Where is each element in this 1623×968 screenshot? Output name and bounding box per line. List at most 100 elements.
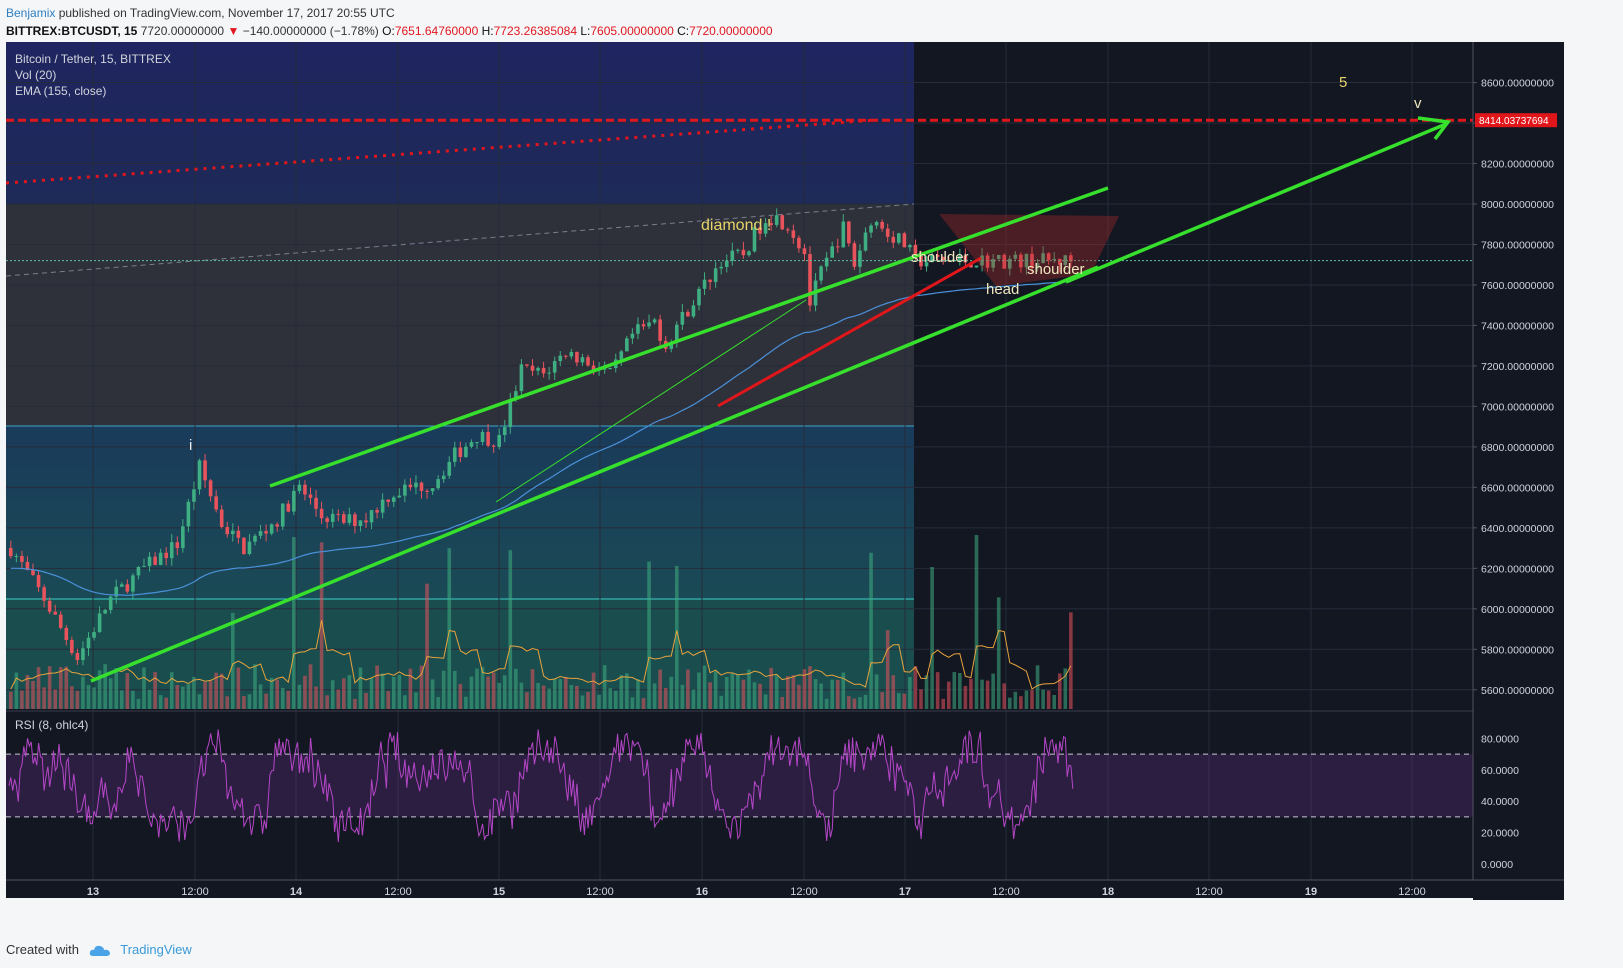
volume-bar bbox=[114, 668, 119, 709]
candle-body bbox=[369, 510, 374, 523]
volume-bar bbox=[181, 686, 185, 709]
candle-body bbox=[897, 233, 901, 243]
candle-body bbox=[397, 495, 402, 498]
time-tick-label: 16 bbox=[696, 886, 708, 898]
candle-body bbox=[280, 503, 285, 527]
candle-body bbox=[453, 447, 457, 462]
candle-body bbox=[835, 246, 840, 248]
volume-bar bbox=[569, 685, 574, 709]
candle-body bbox=[419, 482, 424, 491]
volume-bar bbox=[36, 667, 41, 709]
candle-body bbox=[480, 431, 485, 442]
volume-bar bbox=[1013, 691, 1018, 709]
volume-bar bbox=[847, 696, 851, 709]
price-tick-label: 7600.00000000 bbox=[1481, 280, 1554, 292]
high-label: H: bbox=[481, 24, 494, 38]
volume-bar bbox=[591, 672, 596, 709]
candle-body bbox=[1069, 255, 1073, 262]
volume-bar bbox=[891, 675, 896, 709]
candle-body bbox=[181, 526, 185, 549]
candle-body bbox=[380, 499, 385, 513]
candle-body bbox=[31, 570, 35, 575]
volume-bar bbox=[514, 668, 518, 709]
volume-bar bbox=[364, 692, 368, 709]
candle-body bbox=[935, 254, 940, 257]
candle-body bbox=[441, 475, 446, 480]
candle-body bbox=[131, 575, 135, 592]
candle-body bbox=[941, 256, 945, 261]
candle-body bbox=[824, 257, 829, 267]
candle-body bbox=[430, 488, 435, 492]
price-tick-label: 7800.00000000 bbox=[1481, 239, 1554, 251]
volume-bar bbox=[658, 669, 662, 709]
low-value: 7605.00000000 bbox=[590, 24, 674, 38]
candle-body bbox=[564, 355, 568, 357]
volume-bar bbox=[941, 698, 945, 709]
volume-bar bbox=[125, 673, 130, 709]
price-tick-label: 6000.00000000 bbox=[1481, 604, 1554, 616]
candle-body bbox=[192, 489, 196, 502]
candle-body bbox=[841, 221, 846, 248]
candle-body bbox=[996, 254, 1001, 260]
candle-body bbox=[774, 215, 779, 225]
candle-body bbox=[730, 250, 735, 261]
candle-body bbox=[641, 324, 646, 327]
volume-bar bbox=[636, 679, 640, 709]
volume-bar bbox=[880, 692, 884, 709]
price-tick-label: 6800.00000000 bbox=[1481, 442, 1554, 454]
candle-body bbox=[946, 260, 951, 262]
price-chart[interactable]: diamond ! shoulder head shoulder i 5 v 8600.00… bbox=[6, 42, 1564, 900]
candle-body bbox=[908, 244, 912, 248]
volume-bar bbox=[708, 682, 712, 709]
candle-body bbox=[830, 246, 834, 258]
candle-body bbox=[569, 351, 574, 357]
tradingview-link[interactable]: TradingView bbox=[120, 942, 192, 957]
candle-body bbox=[353, 514, 357, 526]
candle-body bbox=[985, 255, 990, 268]
price-change: −140.00000000 (−1.78%) bbox=[242, 24, 379, 38]
candle-body bbox=[142, 566, 146, 568]
candle-body bbox=[391, 497, 396, 502]
candle-body bbox=[1013, 254, 1018, 259]
volume-bar bbox=[758, 683, 762, 709]
candle-body bbox=[325, 518, 329, 522]
volume-bar bbox=[269, 677, 274, 709]
author-link[interactable]: Benjamix bbox=[6, 6, 56, 20]
price-tick-label: 8200.00000000 bbox=[1481, 159, 1554, 171]
dashed-grey-line bbox=[6, 203, 915, 277]
rsi-tick-label: 60.0000 bbox=[1481, 765, 1519, 777]
volume-bar bbox=[747, 669, 751, 709]
candle-body bbox=[75, 653, 80, 661]
candle-body bbox=[97, 613, 102, 633]
volume-bar bbox=[952, 672, 957, 709]
volume-bar bbox=[197, 694, 202, 709]
volume-bar bbox=[525, 692, 529, 709]
volume-bar bbox=[491, 672, 496, 709]
price-tick-label: 7400.00000000 bbox=[1481, 320, 1554, 332]
target-arrow-line bbox=[1065, 122, 1447, 284]
candle-body bbox=[114, 586, 119, 597]
candle-body bbox=[858, 250, 862, 267]
candle-body bbox=[20, 555, 24, 562]
candle-body bbox=[580, 357, 585, 363]
candle-body bbox=[103, 609, 107, 614]
price-tick-label: 6200.00000000 bbox=[1481, 563, 1554, 575]
candle-body bbox=[1063, 255, 1068, 265]
volume-bar bbox=[641, 698, 646, 709]
volume-bar bbox=[475, 668, 479, 709]
volume-bar bbox=[169, 672, 174, 709]
candle-body bbox=[297, 484, 302, 491]
candle-body bbox=[308, 494, 313, 498]
candle-body bbox=[525, 364, 529, 366]
volume-bar bbox=[403, 695, 407, 709]
diamond-label: diamond ! bbox=[701, 217, 771, 234]
volume-bar bbox=[930, 567, 934, 709]
volume-bar bbox=[625, 673, 629, 709]
volume-bar bbox=[763, 694, 768, 709]
volume-bar bbox=[652, 683, 657, 709]
rsi-tick-label: 0.0000 bbox=[1481, 859, 1513, 871]
ohlc-line: BITTREX:BTCUSDT, 15 7720.00000000 ▼ −140… bbox=[6, 22, 773, 40]
candle-body bbox=[436, 479, 440, 489]
candle-body bbox=[158, 552, 163, 565]
volume-bar bbox=[231, 612, 235, 709]
